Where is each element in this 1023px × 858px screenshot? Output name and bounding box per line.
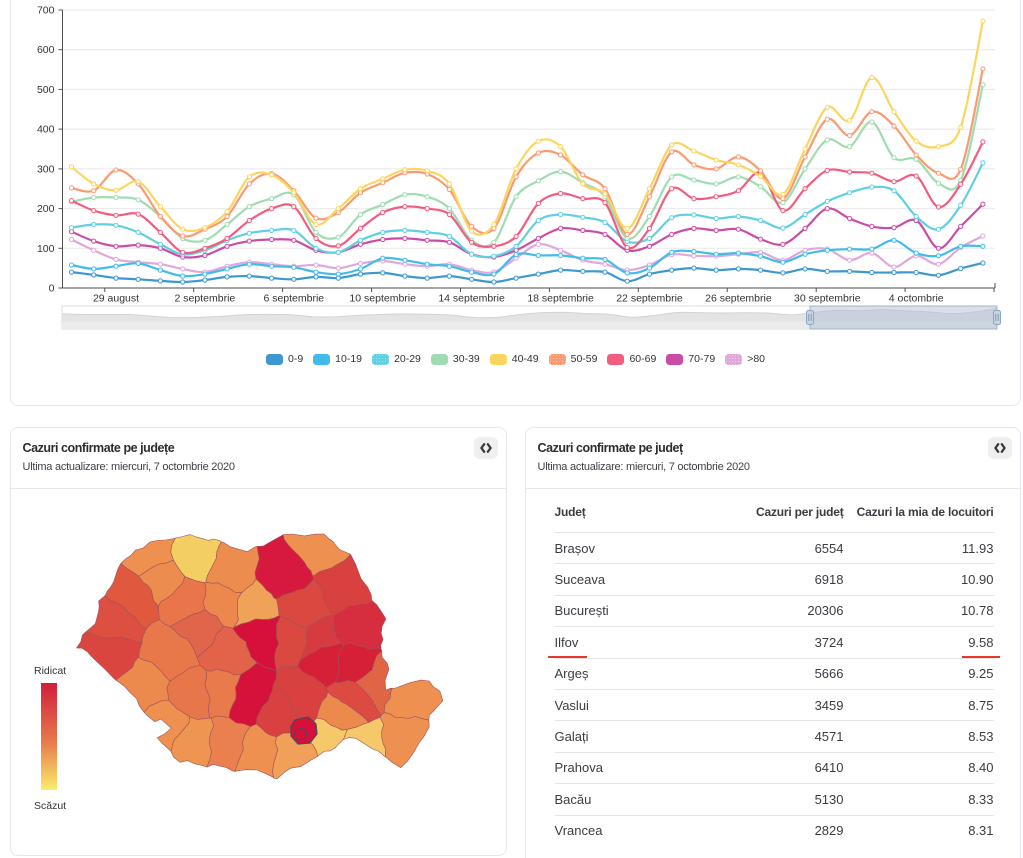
svg-text:0: 0: [49, 283, 55, 295]
svg-text:14 septembrie: 14 septembrie: [438, 293, 505, 305]
svg-text:4 octombrie: 4 octombrie: [889, 293, 944, 305]
svg-text:400: 400: [37, 124, 55, 136]
svg-text:700: 700: [37, 5, 55, 17]
svg-text:100: 100: [37, 243, 55, 255]
svg-text:500: 500: [37, 84, 55, 96]
svg-text:22 septembrie: 22 septembrie: [616, 293, 683, 305]
svg-text:2 septembrie: 2 septembrie: [175, 293, 236, 305]
svg-text:10 septembrie: 10 septembrie: [349, 293, 416, 305]
svg-text:18 septembrie: 18 septembrie: [527, 293, 594, 305]
svg-text:29 august: 29 august: [93, 293, 139, 305]
svg-text:30 septembrie: 30 septembrie: [794, 293, 861, 305]
svg-text:200: 200: [37, 203, 55, 215]
svg-text:26 septembrie: 26 septembrie: [705, 293, 772, 305]
svg-text:300: 300: [37, 163, 55, 175]
svg-text:6 septembrie: 6 septembrie: [263, 293, 324, 305]
svg-text:600: 600: [37, 44, 55, 56]
